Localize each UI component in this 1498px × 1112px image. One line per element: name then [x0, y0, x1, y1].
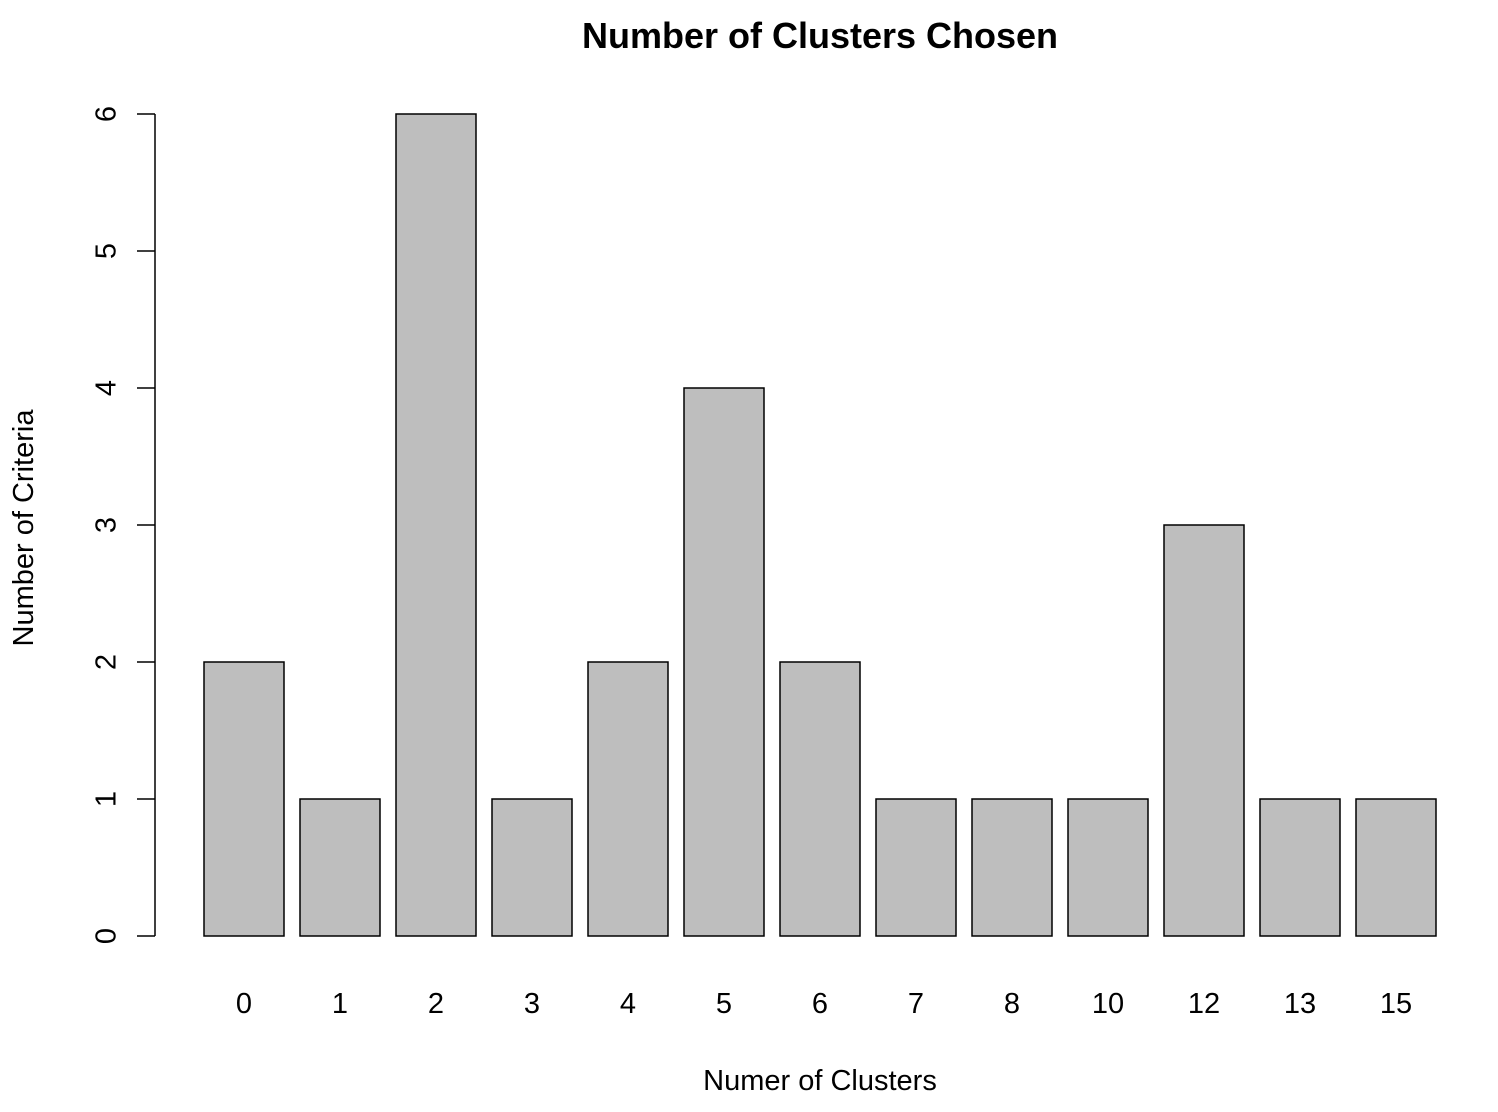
- x-tick-label: 6: [812, 988, 828, 1020]
- bar: [1067, 798, 1149, 937]
- x-tick-label: 13: [1284, 988, 1316, 1020]
- x-tick-label: 15: [1380, 988, 1412, 1020]
- bar: [491, 798, 573, 937]
- x-tick-label: 7: [908, 988, 924, 1020]
- x-tick-label: 10: [1092, 988, 1124, 1020]
- y-tick-label: 6: [91, 106, 123, 122]
- x-tick-label: 8: [1004, 988, 1020, 1020]
- x-tick-label: 1: [332, 988, 348, 1020]
- y-tick-label: 1: [91, 791, 123, 807]
- x-tick-label: 0: [236, 988, 252, 1020]
- y-axis-label: Number of Criteria: [8, 409, 40, 647]
- y-tick-label: 2: [91, 654, 123, 670]
- bar: [395, 113, 477, 937]
- y-tick-label: 4: [91, 380, 123, 396]
- x-tick-label: 3: [524, 988, 540, 1020]
- x-tick-label: 12: [1188, 988, 1220, 1020]
- bar: [1163, 524, 1245, 937]
- bar: [875, 798, 957, 937]
- bar: [779, 661, 861, 937]
- x-tick-label: 5: [716, 988, 732, 1020]
- bar: [1259, 798, 1341, 937]
- y-axis: 0 1 2 3 4 5 6: [91, 106, 156, 944]
- bar: [971, 798, 1053, 937]
- bar: [587, 661, 669, 937]
- x-tick-label: 4: [620, 988, 636, 1020]
- x-axis-label: Numer of Clusters: [703, 1065, 937, 1097]
- y-tick-label: 3: [91, 517, 123, 533]
- bars-group: [203, 113, 1437, 937]
- bar: [203, 661, 285, 937]
- bar: [299, 798, 381, 937]
- y-tick-label: 5: [91, 243, 123, 259]
- bar: [683, 387, 765, 937]
- x-tick-label: 2: [428, 988, 444, 1020]
- x-tick-labels: 0 1 2 3 4 5 6 7 8 10 12 13 15: [236, 988, 1412, 1020]
- bar: [1355, 798, 1437, 937]
- chart-title: Number of Clusters Chosen: [582, 15, 1058, 56]
- y-tick-label: 0: [91, 928, 123, 944]
